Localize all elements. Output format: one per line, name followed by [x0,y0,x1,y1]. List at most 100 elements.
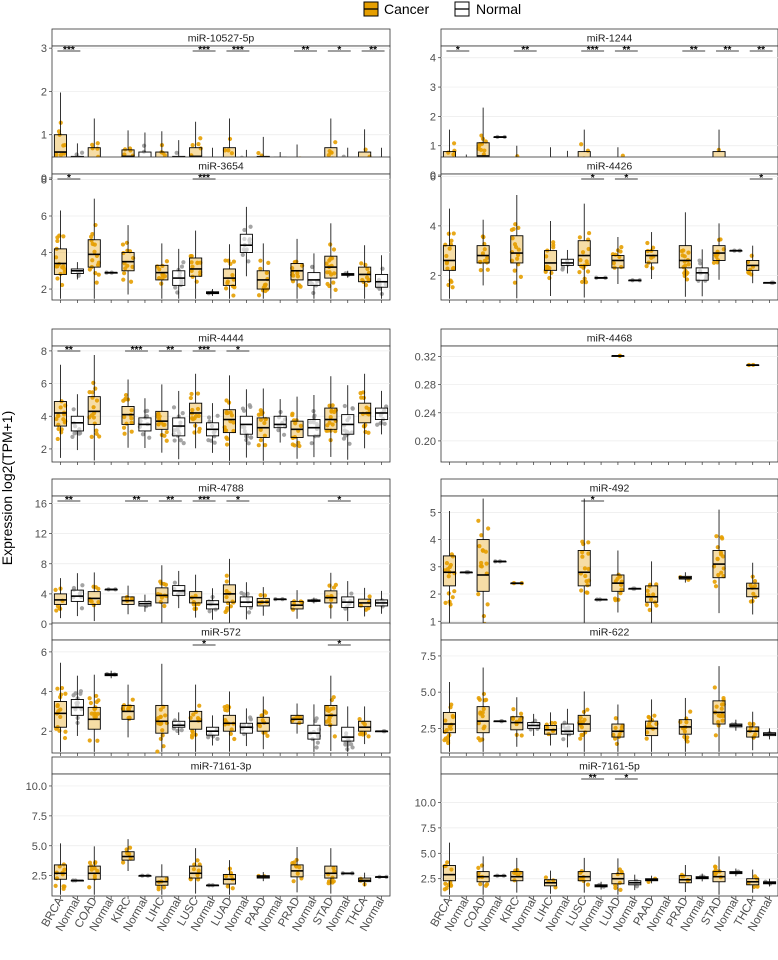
box-cancer-COAD [87,572,101,622]
box-normal-LIHC [560,708,574,748]
data-point [189,391,194,397]
box [678,245,692,269]
data-point [444,261,449,266]
data-point [246,259,251,264]
box-normal-STAD [729,248,743,253]
data-point [350,745,355,750]
significance-label: ** [690,45,698,56]
data-point [95,738,100,743]
box-normal-COAD [104,587,118,592]
data-point [719,702,725,707]
data-point [297,443,302,449]
data-point [55,235,60,240]
data-point [56,413,61,418]
data-point [54,152,59,157]
data-point [585,269,591,274]
data-point [754,727,759,732]
box-cancer-THCA [358,245,372,299]
y-tick-label: 8 [41,346,47,358]
box [189,710,203,730]
data-point [613,716,618,721]
data-point [89,434,94,440]
data-point [93,585,98,590]
data-point [256,150,261,156]
data-point [446,574,451,579]
plot-area [51,773,391,897]
data-point [197,862,202,867]
data-point [519,733,524,738]
data-point [58,707,63,712]
y-tick-label: 5 [430,507,436,519]
data-point [484,561,489,566]
data-point [53,883,58,888]
data-point [715,556,720,561]
data-point [618,249,623,254]
significance-label: *** [131,345,143,356]
data-point [239,590,244,596]
box-cancer-LIHC [155,565,169,623]
data-point [262,433,267,438]
data-point [698,261,703,266]
data-point [543,875,549,880]
significance-5: *** [192,495,216,506]
data-point [163,713,168,718]
box [53,248,67,275]
y-tick-label: 4 [430,53,436,65]
data-point [480,737,485,742]
data-point [179,264,185,269]
data-point [258,592,263,598]
panel-title: miR-4444 [198,333,244,345]
data-point [442,887,447,892]
data-point [720,536,725,541]
data-point [172,438,177,443]
box-cancer-STAD [711,509,726,614]
box-cancer-LIHC [155,663,169,754]
data-point [682,273,687,279]
data-point [445,567,450,572]
data-point [612,736,618,741]
significance-label: *** [232,45,244,56]
data-point [224,579,229,584]
data-point [59,685,65,691]
box-cancer-PAAD [644,232,659,279]
data-point [367,594,372,599]
plot-area [51,495,391,625]
data-point [452,589,457,594]
data-point [752,578,758,584]
data-point [755,884,760,889]
box-cancer-THCA [358,872,372,887]
data-point [130,264,135,269]
box [695,267,709,281]
box-cancer-STAD [324,223,338,299]
box-normal-THCA [375,255,389,299]
data-point [61,143,66,148]
data-point [122,431,127,436]
data-point [63,691,68,696]
data-point [162,603,167,609]
data-point [582,566,588,571]
box [239,233,253,253]
box [645,585,659,603]
data-point [158,707,163,712]
significance-1: *** [57,45,81,56]
data-point [718,552,724,557]
data-point [580,720,585,725]
panel-title: miR-4468 [587,333,633,345]
box [256,716,270,732]
data-point [450,285,455,290]
data-point [446,282,451,288]
data-point [681,874,686,879]
data-point [227,866,233,871]
y-tick-label: 2 [430,270,436,282]
data-point [325,423,330,428]
box-cancer-BRCA [53,210,67,299]
significance-1: ** [57,345,81,356]
data-point [90,146,95,151]
data-point [190,729,195,735]
data-point [510,236,515,241]
y-tick-label: 12 [35,529,47,541]
data-point [297,865,302,870]
data-point [561,737,566,742]
data-point [332,734,337,739]
data-point [175,290,180,295]
